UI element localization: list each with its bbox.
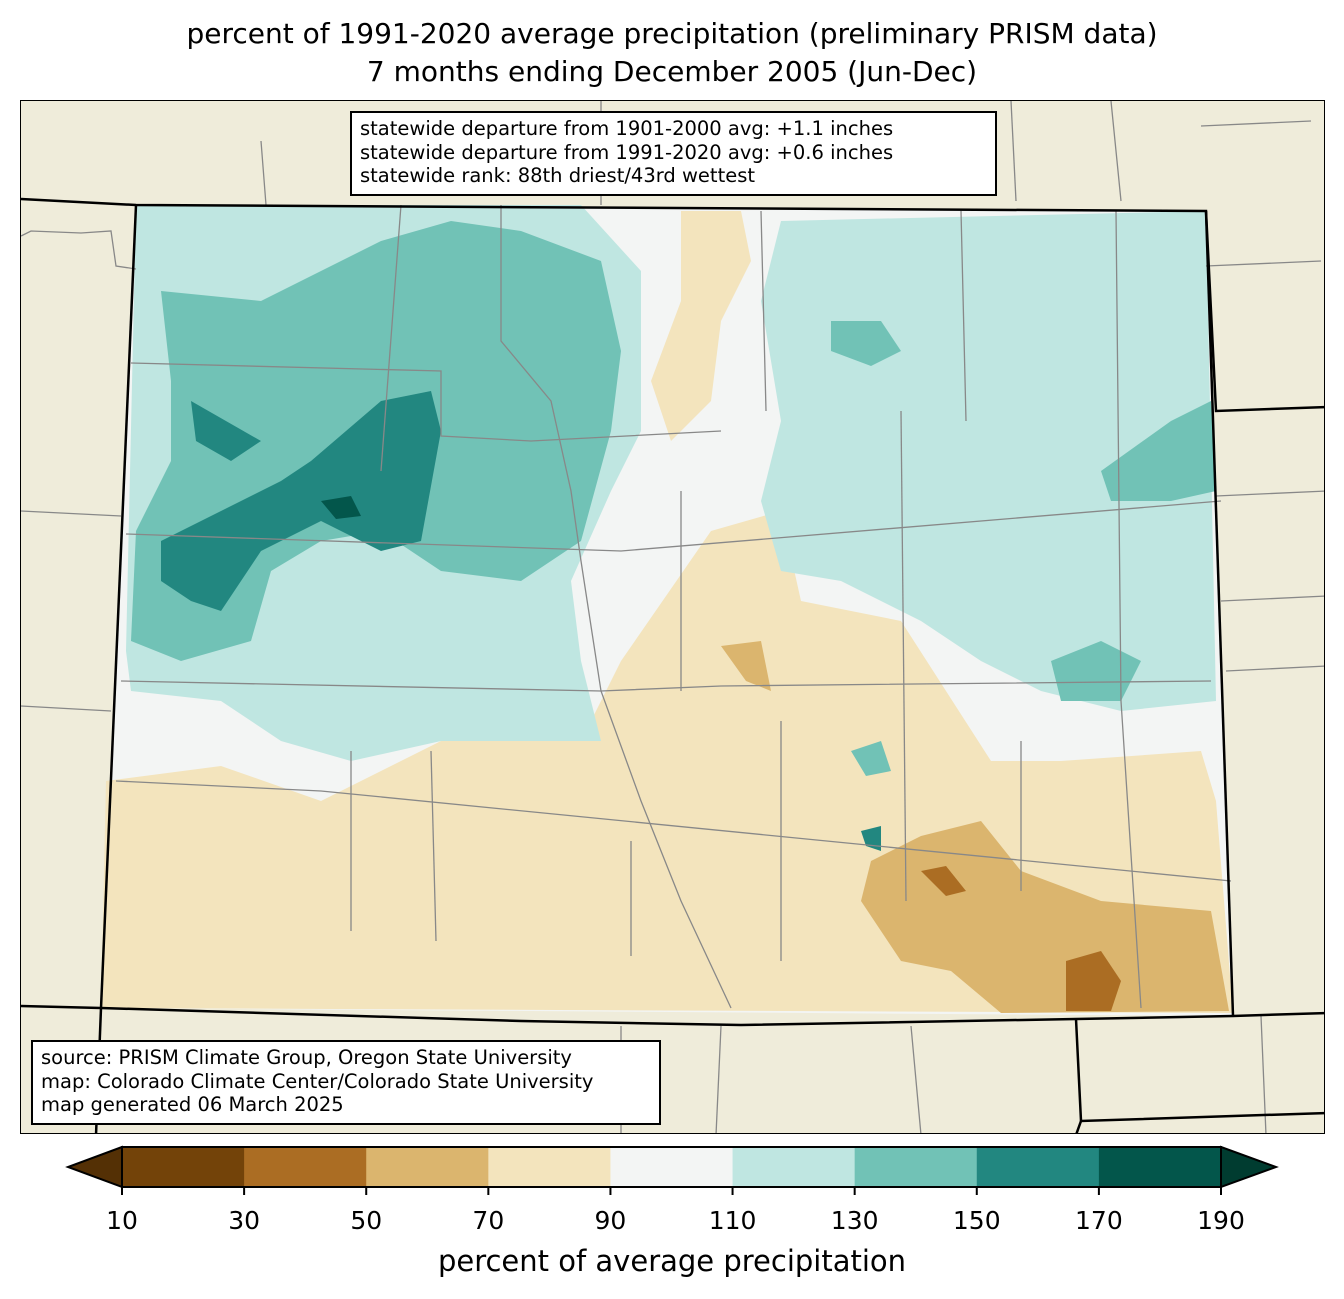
colorbar-outline (121, 1146, 1222, 1188)
credits-map: map: Colorado Climate Center/Colorado St… (41, 1069, 594, 1093)
colorbar-tick-label: 190 (1197, 1206, 1245, 1235)
stats-departure-1991-2020: statewide departure from 1991-2020 avg: … (360, 140, 894, 164)
colorbar-under-extension (65, 1145, 123, 1189)
colorbar-tick-label: 110 (708, 1206, 757, 1235)
colorbar (65, 1145, 1279, 1195)
wet-region-130-150-b (1101, 401, 1216, 501)
credits-box: source: PRISM Climate Group, Oregon Stat… (31, 1040, 661, 1125)
dry-region-70-90-b (651, 211, 751, 441)
dry-region-50-70 (861, 821, 1229, 1013)
colorbar-tick-label: 30 (228, 1206, 261, 1235)
colorbar-tick-label: 10 (106, 1206, 138, 1235)
colorbar-bins (122, 1147, 1222, 1187)
colorbar-bin-70-90 (488, 1147, 611, 1187)
county-boundaries (21, 101, 1324, 1133)
precipitation-map (20, 100, 1325, 1134)
colorbar-bin-50-70 (366, 1147, 489, 1187)
colorbar-bin-110-130 (732, 1147, 856, 1187)
dry-region-30-50-b (921, 866, 966, 896)
state-boundaries (21, 197, 1324, 1133)
colorbar-bin-90-110 (610, 1147, 734, 1187)
colorbar-tick-label: 130 (830, 1206, 879, 1235)
colorbar-bin-170-190 (1098, 1147, 1222, 1187)
stats-departure-1901-2000: statewide departure from 1901-2000 avg: … (360, 117, 894, 140)
credits-generated: map generated 06 March 2025 (41, 1093, 344, 1116)
colorbar-over-extension (1220, 1145, 1279, 1189)
wet-spot-southeast (851, 741, 891, 776)
wet-region-150-170-b (191, 401, 261, 461)
dry-region-50-70-b (721, 641, 771, 691)
colorbar-bin-150-170 (976, 1147, 1100, 1187)
wet-region-150-170 (161, 391, 441, 611)
map-title: percent of 1991-2020 average precipitati… (186, 17, 1158, 50)
wet-region-170-190 (321, 496, 361, 519)
colorbar-tick-label: 50 (350, 1206, 383, 1235)
colorbar-tick-label: 70 (472, 1206, 505, 1235)
colorbar-tick-label: 170 (1075, 1206, 1123, 1235)
dry-region-30-50 (1066, 951, 1121, 1011)
colorbar-bin-130-150 (854, 1147, 978, 1187)
wet-region-130-150-d (831, 321, 901, 366)
statewide-stats-box: statewide departure from 1901-2000 avg: … (350, 111, 997, 196)
colorbar-label: percent of average precipitation (437, 1244, 907, 1278)
colorbar-ticks (121, 1187, 1222, 1195)
map-canvas (21, 101, 1324, 1133)
colorbar-tick-label: 90 (594, 1206, 627, 1235)
colorbar-bin-10-30 (122, 1147, 245, 1187)
credits-source: source: PRISM Climate Group, Oregon Stat… (41, 1046, 572, 1069)
colorbar-tick-label: 150 (952, 1206, 1001, 1235)
wet-region-130-150-c (1051, 641, 1141, 701)
map-subtitle: 7 months ending December 2005 (Jun-Dec) (366, 55, 978, 88)
colorbar-bin-30-50 (244, 1147, 367, 1187)
stats-rank: statewide rank: 88th driest/43rd wettest (360, 164, 756, 187)
